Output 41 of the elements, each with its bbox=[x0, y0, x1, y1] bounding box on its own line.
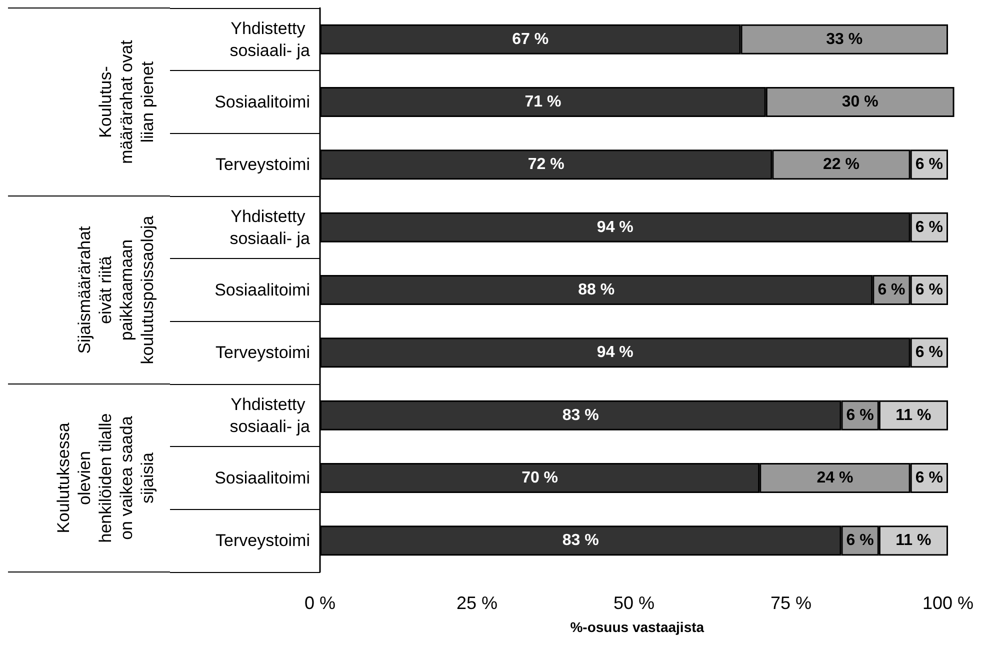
data-label: 83 % bbox=[562, 532, 599, 550]
x-tick-label: 50 % bbox=[613, 593, 655, 613]
x-tick-label: 100 % bbox=[922, 593, 974, 613]
y-tick-label: Terveystoimi bbox=[216, 531, 310, 550]
text: Koulutus- määrärahat ovat liian pienet bbox=[96, 40, 157, 164]
data-label: 71 % bbox=[524, 94, 562, 110]
y-tick-label: Yhdistetty sosiaali- ja bbox=[230, 18, 311, 60]
data-label: 11 % bbox=[896, 406, 932, 424]
y-tick-label: Terveystoimi bbox=[216, 343, 310, 362]
y-tick-label: Sosiaalitoimi bbox=[214, 468, 310, 488]
text: Sijaismäärärahat eivät riitä paikkaamaan koulutuspoissaoloja bbox=[75, 215, 157, 364]
text: Koulutuksessa olevien henkilöiden tilalle on vaikea saada sijaisia bbox=[54, 413, 157, 543]
data-label: 94 % bbox=[596, 344, 634, 362]
x-tick-label: 0 % bbox=[304, 593, 336, 613]
data-label: 6 % bbox=[878, 282, 906, 298]
data-label: 6 % bbox=[915, 470, 943, 486]
data-label: 33 % bbox=[826, 30, 863, 48]
data-label: 22 % bbox=[823, 156, 860, 174]
y-tick-label: Terveystoimi bbox=[216, 155, 310, 174]
data-label: 67 % bbox=[512, 30, 549, 48]
x-tick-label: 25 % bbox=[456, 593, 498, 613]
data-label: 6 % bbox=[846, 532, 874, 550]
x-axis-title: %-osuus vastaajista bbox=[570, 619, 704, 635]
y-tick-label: Yhdistetty sosiaali- ja bbox=[230, 394, 311, 436]
data-label: 88 % bbox=[578, 282, 615, 298]
y-tick-label: Sosiaalitoimi bbox=[214, 280, 310, 300]
data-label: 24 % bbox=[816, 470, 854, 486]
data-label: 6 % bbox=[915, 218, 943, 236]
y-tick-label: Sosiaalitoimi bbox=[214, 92, 310, 112]
data-label: 72 % bbox=[528, 156, 564, 174]
x-tick-label: 75 % bbox=[770, 593, 812, 613]
data-label: 94 % bbox=[596, 218, 634, 236]
y-tick-label: Yhdistetty sosiaali- ja bbox=[230, 206, 311, 248]
data-label: 83 % bbox=[562, 406, 599, 424]
data-label: 11 % bbox=[896, 532, 932, 550]
data-label: 6 % bbox=[915, 344, 943, 362]
data-label: 6 % bbox=[915, 156, 943, 174]
data-label: 6 % bbox=[915, 282, 943, 298]
data-label: 6 % bbox=[846, 406, 874, 424]
data-label: 70 % bbox=[522, 470, 558, 486]
data-label: 30 % bbox=[842, 94, 878, 110]
